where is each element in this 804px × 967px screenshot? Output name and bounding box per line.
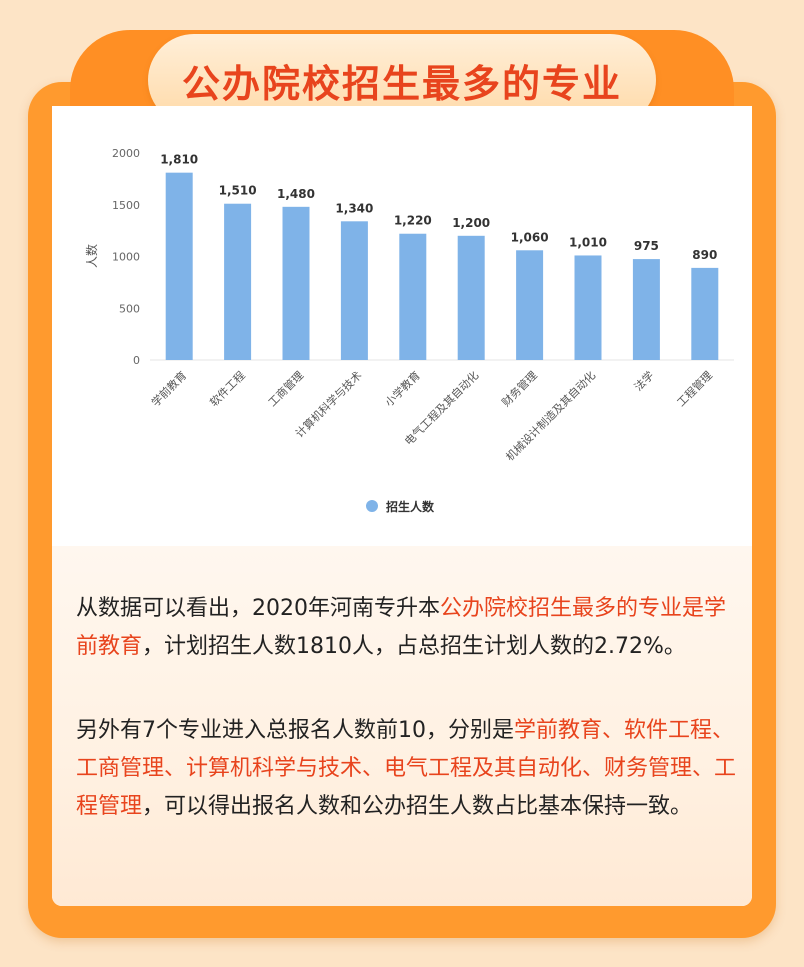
category-label: 软件工程	[207, 368, 248, 409]
bar-value-label: 975	[634, 239, 659, 253]
bar-value-label: 1,010	[569, 235, 607, 249]
y-tick-label: 2000	[112, 147, 140, 160]
bar	[632, 259, 660, 360]
paragraph-2: 另外有7个专业进入总报名人数前10，分别是学前教育、软件工程、工商管理、计算机科…	[76, 712, 736, 826]
y-axis-label: 人数	[84, 244, 99, 268]
paragraph2-segment: 学前教育、软件工程、工商管理、计算机科学与技术、电气工程及其自动化、财务管理、工…	[76, 718, 737, 819]
bar-value-label: 890	[692, 248, 717, 262]
bar	[224, 203, 252, 360]
category-label: 法学	[631, 368, 656, 393]
paragraph1-segment: ，计划招生人数1810人，占总招生计划人数的2.72%。	[142, 634, 686, 659]
y-tick-label: 1500	[112, 199, 140, 212]
bar-value-label: 1,060	[511, 230, 549, 244]
bar	[282, 206, 310, 360]
page-title: 公办院校招生最多的专业	[181, 61, 622, 106]
category-label: 财务管理	[499, 368, 540, 409]
category-label: 工程管理	[674, 368, 715, 409]
paragraph-1: 从数据可以看出，2020年河南专升本公办院校招生最多的专业是学前教育，计划招生人…	[76, 590, 736, 666]
paragraph1-segment: 公办院校招生最多的专业是学前教育	[76, 596, 727, 659]
bar-value-label: 1,340	[335, 201, 373, 215]
bar-value-label: 1,810	[160, 153, 198, 167]
chart-area: 0 500 1000 1500 2000 人数 1,810 学前教育 1,510 软件工程 1,48…	[52, 106, 752, 546]
bar	[399, 233, 427, 360]
y-tick-label: 1000	[112, 251, 140, 264]
bar	[340, 221, 368, 360]
bar-chart: 0 500 1000 1500 2000 人数 1,810 学前教育 1,510 软件工程 1,48…	[84, 147, 734, 514]
legend-label: 招生人数	[386, 499, 435, 514]
legend-marker	[366, 500, 378, 512]
bar	[691, 267, 719, 360]
inner-panel: 0 500 1000 1500 2000 人数 1,810 学前教育 1,510 软件工程 1,48…	[52, 106, 752, 906]
paragraph1-segment: 从数据可以看出，2020年河南专升本	[76, 596, 440, 621]
category-label: 学前教育	[148, 368, 189, 409]
bar	[574, 255, 602, 360]
bar-value-label: 1,480	[277, 187, 315, 201]
y-tick-label: 0	[133, 354, 140, 367]
paragraph2-segment: 另外有7个专业进入总报名人数前10，分别是	[76, 718, 514, 743]
paragraph2-segment: ，可以得出报名人数和公办招生人数占比基本保持一致。	[142, 794, 693, 819]
bar-value-label: 1,510	[219, 184, 257, 198]
category-label: 小学教育	[382, 368, 423, 409]
bar	[457, 235, 485, 360]
bar-value-label: 1,200	[452, 216, 490, 230]
text-area: 从数据可以看出，2020年河南专升本公办院校招生最多的专业是学前教育，计划招生人…	[52, 546, 752, 906]
category-label: 工商管理	[265, 368, 306, 409]
bar-value-label: 1,220	[394, 214, 432, 228]
y-tick-label: 500	[119, 302, 140, 315]
bar	[516, 250, 544, 360]
bar	[165, 172, 193, 360]
